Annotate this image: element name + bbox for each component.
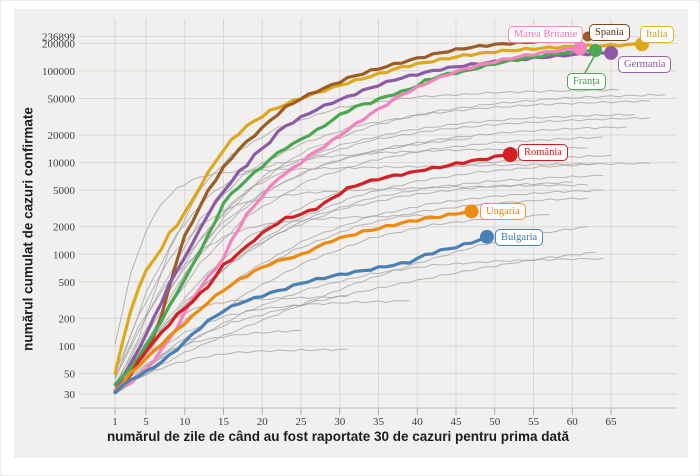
y-tick-label: 100 (59, 341, 76, 353)
series-line-italia (113, 42, 644, 376)
background-country-line (114, 136, 604, 393)
x-tick-label: 20 (257, 416, 269, 428)
x-tick-label: 10 (179, 416, 191, 428)
y-tick-label: 236899 (42, 32, 76, 44)
series-endpoint-franta (589, 43, 602, 57)
background-country-line (114, 93, 666, 395)
y-axis-title: numărul cumulat de cazuri confirmate (20, 107, 36, 351)
x-tick-label: 15 (218, 416, 230, 428)
series-endpoint-italia (635, 37, 649, 52)
series-endpoint-germania (604, 45, 618, 60)
x-tick-label: 55 (528, 416, 540, 428)
series-line-bulgaria (113, 235, 489, 395)
background-country-line (114, 181, 573, 392)
y-tick-label: 30 (64, 389, 76, 401)
background-country-line (114, 113, 635, 391)
series-endpoint-bulgaria (480, 229, 494, 244)
series-line-spania (113, 35, 590, 393)
y-tick-label: 100000 (42, 66, 76, 78)
x-tick-label: 50 (489, 416, 501, 428)
series-line-ungaria (113, 209, 474, 393)
background-country-line (114, 251, 596, 393)
x-tick-label: 40 (412, 416, 424, 428)
series-endpoint-marea-britanie (573, 41, 587, 56)
background-country-line (114, 214, 433, 379)
x-tick-label: 65 (606, 416, 618, 428)
y-tick-label: 200000 (42, 38, 76, 50)
background-country-line (114, 329, 302, 393)
series-line-marea-britanie (113, 46, 582, 392)
y-tick-label: 50000 (48, 94, 76, 106)
background-country-line (114, 137, 472, 387)
background-country-line (114, 116, 650, 395)
series-endpoint-spania (582, 31, 593, 42)
y-tick-label: 5000 (53, 185, 76, 197)
series-line-franta (113, 48, 598, 387)
y-tick-label: 1000 (53, 249, 76, 261)
x-axis-title: numărul de zile de când au fost raportat… (106, 429, 570, 444)
x-tick-label: 1 (112, 416, 118, 428)
x-tick-label: 30 (334, 416, 346, 428)
background-country-line (114, 257, 604, 395)
x-tick-label: 5 (143, 416, 149, 428)
x-tick-label: 35 (373, 416, 385, 428)
y-tick-label: 200 (59, 313, 76, 325)
background-country-line (114, 100, 650, 379)
background-country-line (114, 183, 588, 374)
series-line-romania (113, 153, 512, 395)
y-tick-label: 20000 (48, 130, 76, 142)
y-tick-label: 10000 (48, 158, 76, 170)
x-tick-label: 25 (296, 416, 308, 428)
x-tick-label: 60 (567, 416, 579, 428)
series-endpoint-ungaria (464, 204, 479, 219)
y-tick-label: 50 (64, 369, 76, 381)
background-country-line (114, 348, 348, 395)
series-endpoint-romania (502, 147, 518, 163)
y-tick-label: 500 (59, 277, 76, 289)
y-tick-label: 2000 (53, 222, 76, 234)
x-tick-label: 45 (451, 416, 463, 428)
